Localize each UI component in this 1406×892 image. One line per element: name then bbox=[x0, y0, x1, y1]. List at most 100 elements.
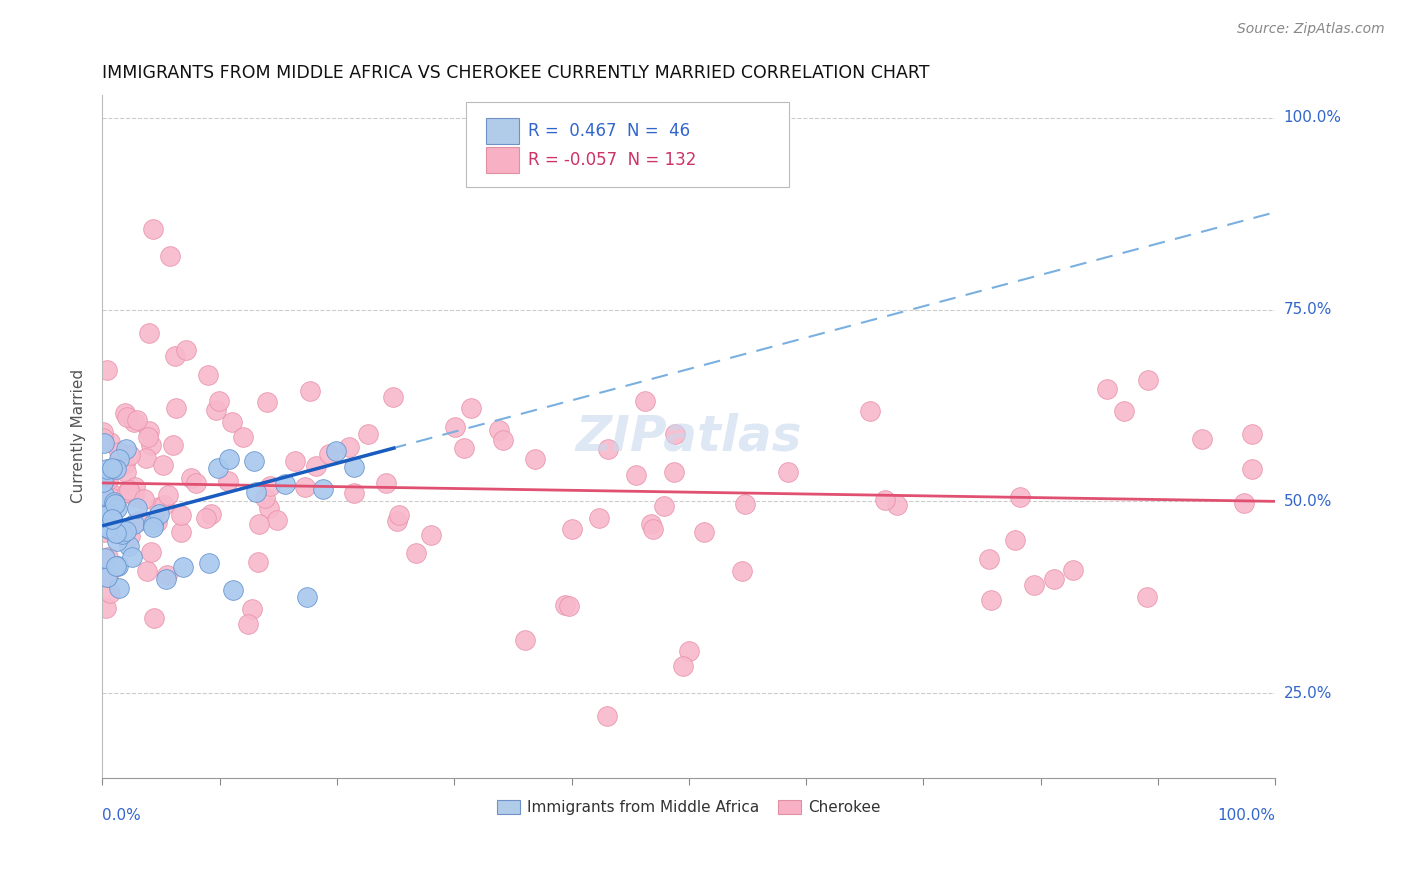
Point bbox=[98, 522, 121, 536]
Point bbox=[886, 498, 908, 512]
Point bbox=[118, 540, 141, 554]
Point bbox=[194, 511, 217, 525]
Point bbox=[96, 570, 118, 584]
Point bbox=[108, 445, 131, 459]
Point bbox=[97, 495, 120, 509]
Point bbox=[114, 524, 136, 538]
Point bbox=[561, 522, 583, 536]
Point bbox=[97, 507, 120, 521]
Point bbox=[124, 489, 146, 503]
Point bbox=[142, 610, 165, 624]
Point bbox=[200, 507, 222, 521]
Point bbox=[1114, 404, 1136, 418]
Point bbox=[1136, 372, 1159, 386]
Point bbox=[1097, 382, 1119, 396]
Point bbox=[238, 616, 260, 631]
Point bbox=[115, 442, 138, 456]
Point bbox=[104, 497, 127, 511]
Point bbox=[245, 485, 267, 500]
Point bbox=[97, 521, 120, 535]
Point bbox=[859, 404, 882, 418]
Point bbox=[105, 525, 128, 540]
Point bbox=[124, 480, 146, 494]
Point bbox=[1062, 563, 1084, 577]
Point bbox=[184, 476, 207, 491]
Point bbox=[180, 471, 202, 485]
Point bbox=[624, 467, 647, 482]
Point bbox=[96, 462, 118, 476]
Point bbox=[155, 572, 177, 586]
Legend: Immigrants from Middle Africa, Cherokee: Immigrants from Middle Africa, Cherokee bbox=[491, 794, 887, 822]
Point bbox=[337, 441, 360, 455]
Point bbox=[172, 560, 194, 574]
Point bbox=[142, 516, 165, 531]
Point bbox=[596, 709, 619, 723]
Point bbox=[222, 582, 245, 597]
Point bbox=[1042, 573, 1064, 587]
Point bbox=[232, 430, 254, 444]
Point bbox=[453, 441, 475, 455]
Point bbox=[217, 474, 239, 488]
Point bbox=[138, 326, 160, 340]
Point bbox=[159, 249, 181, 263]
Point bbox=[554, 599, 576, 613]
Point bbox=[734, 497, 756, 511]
Point bbox=[98, 586, 121, 600]
Point bbox=[218, 452, 240, 467]
Point bbox=[1240, 427, 1263, 442]
Point bbox=[243, 454, 266, 468]
Point bbox=[1008, 490, 1031, 504]
Point bbox=[343, 485, 366, 500]
Point bbox=[101, 491, 124, 505]
Point bbox=[114, 406, 136, 420]
Point bbox=[295, 591, 318, 605]
Point bbox=[98, 434, 121, 449]
Point bbox=[117, 410, 139, 425]
Point bbox=[256, 395, 278, 409]
Point bbox=[146, 516, 169, 530]
Point bbox=[97, 570, 120, 584]
Point bbox=[114, 457, 136, 471]
Point bbox=[652, 500, 675, 514]
Text: ZIPatlas: ZIPatlas bbox=[575, 412, 801, 460]
Point bbox=[118, 483, 141, 498]
Point bbox=[678, 644, 700, 658]
Point bbox=[980, 593, 1002, 607]
Point bbox=[588, 511, 610, 525]
Point bbox=[207, 460, 229, 475]
Point bbox=[298, 384, 321, 398]
Point bbox=[253, 491, 276, 505]
Point bbox=[197, 368, 219, 382]
Point bbox=[873, 492, 896, 507]
Point bbox=[274, 477, 297, 491]
Point bbox=[1004, 533, 1026, 547]
Text: R = -0.057  N = 132: R = -0.057 N = 132 bbox=[529, 151, 696, 169]
Point bbox=[662, 465, 685, 479]
Point bbox=[114, 465, 136, 479]
Point bbox=[104, 558, 127, 573]
Point bbox=[101, 461, 124, 475]
Point bbox=[492, 433, 515, 447]
Text: 100.0%: 100.0% bbox=[1218, 808, 1275, 823]
Point bbox=[138, 430, 160, 444]
Point bbox=[325, 444, 347, 458]
Point bbox=[208, 393, 231, 408]
Point bbox=[93, 432, 115, 446]
Point bbox=[174, 343, 197, 357]
Point bbox=[125, 501, 148, 516]
Point bbox=[100, 487, 122, 501]
Point bbox=[513, 632, 536, 647]
Point bbox=[156, 488, 179, 502]
Text: 75.0%: 75.0% bbox=[1284, 302, 1331, 317]
Point bbox=[117, 485, 139, 500]
Point bbox=[142, 222, 165, 236]
Point bbox=[163, 349, 186, 363]
Point bbox=[120, 448, 142, 462]
Text: R =  0.467  N =  46: R = 0.467 N = 46 bbox=[529, 122, 690, 140]
Point bbox=[122, 516, 145, 531]
Point bbox=[142, 519, 165, 533]
Point bbox=[672, 659, 695, 673]
Point bbox=[93, 475, 115, 489]
Point bbox=[139, 544, 162, 558]
Point bbox=[641, 522, 664, 536]
